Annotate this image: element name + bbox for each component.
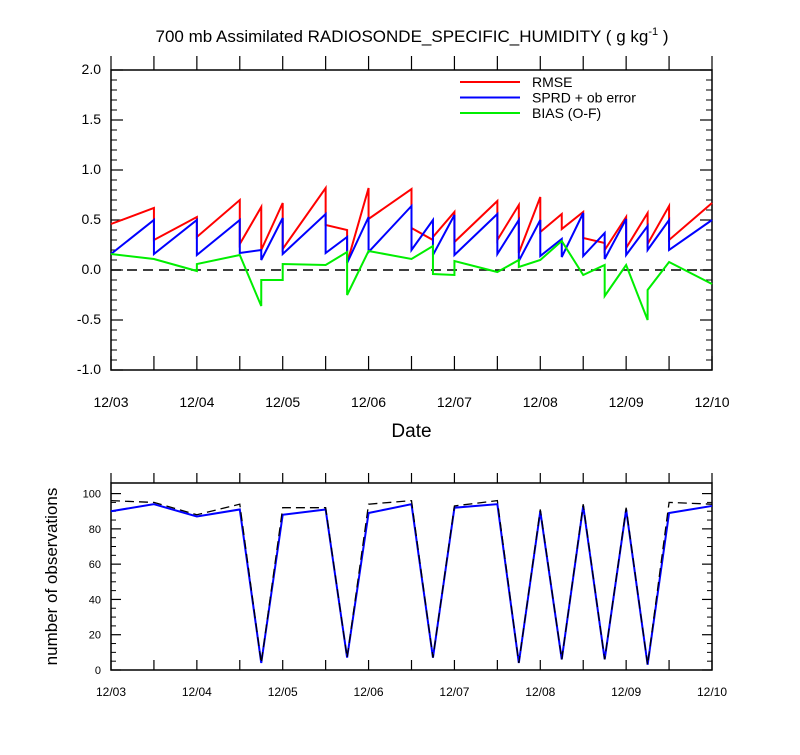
x-tick-label-12-10: 12/10: [694, 394, 729, 410]
y-tick-label-0: 0: [95, 665, 101, 677]
series-line-bias-o-f: [110, 239, 713, 321]
y-axis-title: number of observations: [42, 488, 61, 666]
y-tick-label-0-5: 0.5: [82, 211, 102, 227]
y-tick-label-1-0: -1.0: [77, 361, 101, 377]
series-line-sprd-ob-error: [110, 203, 713, 264]
x-tick-label-12-03: 12/03: [96, 685, 126, 699]
y-tick-label-0-5: -0.5: [77, 311, 101, 327]
x-tick-label-12-05: 12/05: [265, 394, 300, 410]
legend-label-rmse: RMSE: [532, 74, 572, 90]
y-tick-label-2-0: 2.0: [82, 61, 102, 77]
y-tick-label-20: 20: [89, 630, 101, 642]
bottom-panel: 0 20 40 60 80 100 12/03 12/04 12/05 12/06 12/07 12/…: [42, 473, 727, 699]
x-tick-label-12-04: 12/04: [179, 394, 214, 410]
x-tick-label-12-06: 12/06: [354, 685, 384, 699]
x-tick-label-12-10: 12/10: [697, 685, 727, 699]
x-tick-label-12-08: 12/08: [525, 685, 555, 699]
top-panel: -1.0 -0.5 0.0 0.5 1.0 1.5 2.0 12/03 12/04 12/05 12…: [77, 56, 730, 442]
chart-title: 700 mb Assimilated RADIOSONDE_SPECIFIC_H…: [156, 26, 669, 46]
y-tick-label-1-0: 1.0: [82, 161, 102, 177]
x-tick-label-12-09: 12/09: [611, 685, 641, 699]
y-tick-label-0-0: 0.0: [82, 261, 102, 277]
x-tick-label-12-04: 12/04: [182, 685, 212, 699]
series-line-observations-possible: [110, 499, 713, 665]
x-tick-label-12-07: 12/07: [439, 685, 469, 699]
y-tick-label-80: 80: [89, 524, 101, 536]
x-tick-label-12-03: 12/03: [93, 394, 128, 410]
series-line-rmse: [110, 184, 713, 264]
y-tick-label-1-5: 1.5: [82, 111, 102, 127]
series-line-observations-used: [110, 502, 713, 665]
x-axis-title: Date: [391, 421, 431, 442]
legend-label-bias-o-f: BIAS (O-F): [532, 105, 601, 121]
x-tick-label-12-07: 12/07: [437, 394, 472, 410]
x-tick-label-12-09: 12/09: [609, 394, 644, 410]
y-tick-label-40: 40: [89, 594, 101, 606]
x-tick-label-12-08: 12/08: [523, 394, 558, 410]
y-tick-label-60: 60: [89, 559, 101, 571]
x-tick-label-12-05: 12/05: [268, 685, 298, 699]
x-tick-label-12-06: 12/06: [351, 394, 386, 410]
y-tick-label-100: 100: [83, 489, 101, 501]
legend-label-sprd-ob-error: SPRD + ob error: [532, 90, 636, 106]
